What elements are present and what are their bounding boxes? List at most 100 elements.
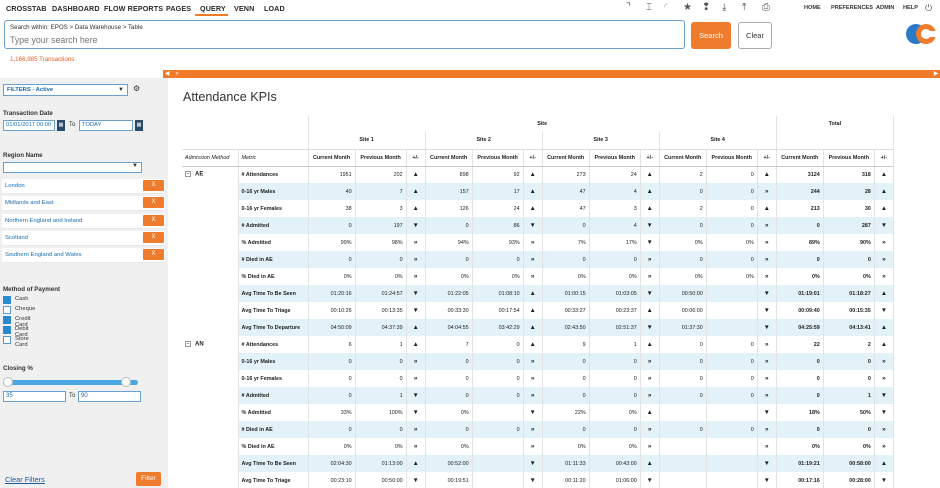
link-help[interactable]: HELP [903,5,918,11]
loading-icon[interactable]: ◜ [664,2,668,13]
cursor-icon[interactable]: ⌶ [646,2,652,13]
corner-icon[interactable]: ⌝ [626,2,631,13]
caret-down-icon: ▼ [118,87,124,93]
closing-percent-label: Closing % [3,365,33,372]
closing-range-slider[interactable] [3,377,138,387]
search-button[interactable]: Search [691,22,731,49]
previous-month-value: 00:13:35 [355,302,407,319]
current-month-value: 2 [659,200,707,217]
clear-filters-link[interactable]: Clear Filters [5,475,45,484]
double-chevron-left-icon[interactable]: « [175,71,179,77]
arrow-up-icon: ▲ [640,200,660,217]
link-preferences[interactable]: PREFERENCES [831,5,873,11]
payment-checkbox[interactable] [3,316,11,324]
upload-icon[interactable]: ⤒ [742,2,747,13]
arrow-down-icon: ▼ [874,302,895,319]
previous-month-value: 0 [589,387,641,404]
collapse-group-icon[interactable]: − [185,171,191,178]
nav-venn[interactable]: VENN [234,4,255,13]
remove-region-button[interactable]: X [143,232,164,243]
slider-max-handle[interactable] [121,377,131,387]
double-chevron-right-icon: » [640,268,660,285]
clear-button[interactable]: Clear [738,22,772,49]
nav-pages[interactable]: PAGES [166,4,192,13]
table-row: # Died in AE 0 0» 0 0» 0 0» 0 0» 0 0» [182,421,895,438]
arrow-down-icon: ▼ [523,217,543,234]
date-from-input[interactable]: 01/01/2017 00:00 [3,120,55,131]
link-admin[interactable]: ADMIN [876,5,895,11]
current-month-value: 0% [425,438,473,455]
double-chevron-right-icon: » [874,234,895,251]
nav-load[interactable]: LOAD [264,4,285,13]
region-item: Southern England and Wales X [2,248,165,263]
slider-min-handle[interactable] [3,377,13,387]
payment-checkbox[interactable] [3,296,11,304]
current-month-value: 00:10:26 [308,302,356,319]
current-month-value [659,404,707,421]
payment-checkbox[interactable] [3,326,11,334]
nav-crosstab[interactable]: CROSSTAB [6,4,47,13]
collapse-left-icon[interactable]: ◀ [164,71,170,77]
tag-icon[interactable]: ❢ [702,2,711,13]
current-month-value: 04:25:59 [776,319,824,336]
payment-method-label: Method of Payment [3,286,61,293]
region-dropdown[interactable]: ▼ [3,162,142,173]
remove-region-button[interactable]: X [143,215,164,226]
double-chevron-right-icon: » [757,421,777,438]
download-icon[interactable]: ⤓ [722,2,727,13]
payment-option-label: Debit Card [15,326,29,338]
date-to-input[interactable]: TODAY [79,120,133,131]
payment-option-label: Cheque [15,306,36,312]
metric-label: Avg Time To Be Seen [238,285,309,302]
closing-to-input[interactable]: 90 [78,391,141,402]
current-month-value: 0 [308,251,356,268]
table-row: % Admitted 99% 98%» 94% 93%» 7% 17% ▼ 0% 0%» 89% 90… [182,234,895,251]
arrow-down-icon: ▼ [874,387,895,404]
link-home[interactable]: HOME [804,5,821,11]
region-item: Midlands and East X [2,196,165,211]
closing-to-label: To [69,393,76,399]
search-input[interactable] [10,35,670,45]
region-item-label[interactable]: London [5,183,25,189]
double-chevron-right-icon: » [874,370,895,387]
remove-region-button[interactable]: X [143,197,164,208]
collapse-group-icon[interactable]: − [185,341,191,348]
admission-method-cell [182,472,239,488]
expand-right-icon[interactable]: ▶ [933,71,939,77]
calendar-icon[interactable]: ▦ [135,120,143,131]
nav-flow-reports[interactable]: FLOW REPORTS [104,4,164,13]
nav-query[interactable]: QUERY [200,4,226,13]
region-item-label[interactable]: Scotland [5,235,28,241]
region-item-label[interactable]: Midlands and East [5,200,54,206]
printer-icon[interactable]: ⎙ [762,2,770,13]
date-to-label: To [69,122,76,128]
remove-region-button[interactable]: X [143,180,164,191]
current-month-value: 00:52:00 [425,455,473,472]
gear-icon[interactable]: ⚙ [133,84,141,93]
nav-dashboard[interactable]: DASHBOARD [52,4,100,13]
site-name: Site 1 [308,132,426,150]
filters-dropdown[interactable]: FILTERS - Active ▼ [3,84,128,96]
current-month-value: 01:19:21 [776,455,824,472]
metric-label: # Admitted [238,217,309,234]
region-item-label[interactable]: Southern England and Wales [5,252,82,258]
arrow-up-icon: ▲ [406,183,426,200]
closing-from-input[interactable]: 35 [3,391,66,402]
change-header: +/- [874,149,895,167]
power-icon[interactable]: ⏻ [925,3,933,13]
payment-checkbox[interactable] [3,336,11,344]
remove-region-button[interactable]: X [143,249,164,260]
current-month-value: 0 [776,353,824,370]
double-chevron-right-icon: » [757,438,777,455]
filter-button[interactable]: Filter [136,472,161,486]
filters-sidebar: FILTERS - Active ▼ ⚙ Transaction Date 01… [0,78,168,488]
arrow-down-icon: ▼ [523,455,543,472]
metric-label: # Attendances [238,336,309,353]
payment-checkbox[interactable] [3,306,11,314]
admission-method-cell [182,319,239,336]
region-item-label[interactable]: Northern England and Ireland [5,218,83,224]
current-month-header: Current Month [776,149,824,167]
current-month-value: 0 [542,217,590,234]
calendar-icon[interactable]: ▦ [57,120,65,131]
star-icon[interactable]: ★ [683,2,692,13]
